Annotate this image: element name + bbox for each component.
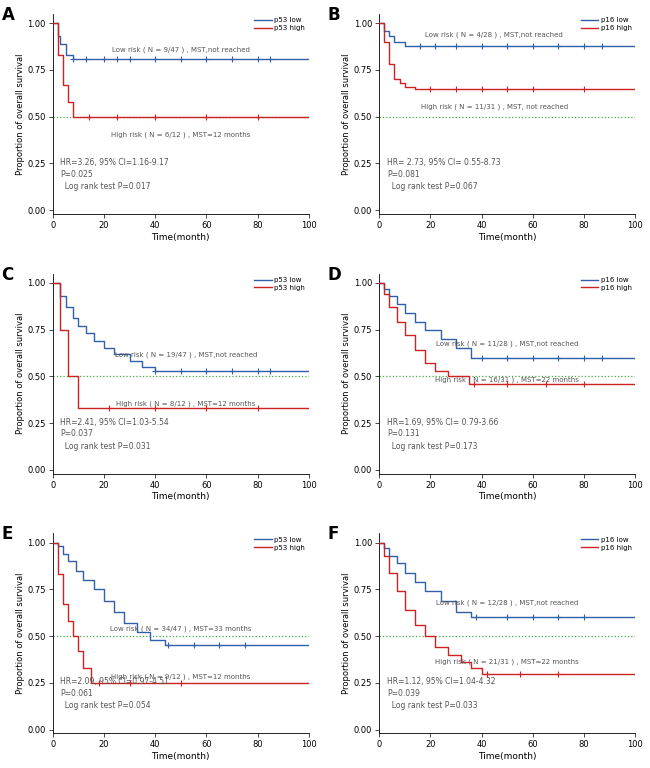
Text: High risk ( N = 16/31 ) , MST=22 months: High risk ( N = 16/31 ) , MST=22 months xyxy=(436,376,579,383)
Text: HR=2.09, 95% CI=0.97-4.51
P=0.061: HR=2.09, 95% CI=0.97-4.51 P=0.061 xyxy=(60,677,169,698)
Text: Low risk ( N = 34/47 ) , MST=33 months: Low risk ( N = 34/47 ) , MST=33 months xyxy=(110,626,252,632)
Text: D: D xyxy=(328,266,342,283)
Y-axis label: Proportion of overall survival: Proportion of overall survival xyxy=(16,53,25,174)
X-axis label: Time(month): Time(month) xyxy=(151,233,210,242)
Text: HR= 2.73, 95% CI= 0.55-8.73
P=0.081: HR= 2.73, 95% CI= 0.55-8.73 P=0.081 xyxy=(387,158,500,179)
X-axis label: Time(month): Time(month) xyxy=(478,492,536,502)
Text: HR=3.26, 95% CI=1.16-9.17
P=0.025: HR=3.26, 95% CI=1.16-9.17 P=0.025 xyxy=(60,158,169,179)
Legend: p53 low, p53 high: p53 low, p53 high xyxy=(253,535,307,552)
Text: High risk ( N = 8/12 ) , MST=12 months: High risk ( N = 8/12 ) , MST=12 months xyxy=(116,401,255,407)
Text: Log rank test P=0.067: Log rank test P=0.067 xyxy=(387,182,478,191)
Y-axis label: Proportion of overall survival: Proportion of overall survival xyxy=(342,313,351,435)
Text: Log rank test P=0.033: Log rank test P=0.033 xyxy=(387,701,478,710)
Y-axis label: Proportion of overall survival: Proportion of overall survival xyxy=(342,573,351,694)
X-axis label: Time(month): Time(month) xyxy=(478,233,536,242)
Y-axis label: Proportion of overall survival: Proportion of overall survival xyxy=(16,313,25,435)
Text: HR=2.41, 95% CI=1.03-5.54
P=0.037: HR=2.41, 95% CI=1.03-5.54 P=0.037 xyxy=(60,418,169,439)
Legend: p16 low, p16 high: p16 low, p16 high xyxy=(579,276,633,292)
Text: Low risk ( N = 19/47 ) , MST,not reached: Low risk ( N = 19/47 ) , MST,not reached xyxy=(114,351,257,358)
Legend: p53 low, p53 high: p53 low, p53 high xyxy=(253,16,307,32)
Text: E: E xyxy=(1,525,13,543)
Text: Low risk ( N = 12/28 ) , MST,not reached: Low risk ( N = 12/28 ) , MST,not reached xyxy=(436,600,578,606)
Text: HR=1.69, 95% CI= 0.79-3.66
P=0.131: HR=1.69, 95% CI= 0.79-3.66 P=0.131 xyxy=(387,418,498,439)
Legend: p53 low, p53 high: p53 low, p53 high xyxy=(253,276,307,292)
Text: B: B xyxy=(328,6,341,24)
Text: Log rank test P=0.017: Log rank test P=0.017 xyxy=(60,182,151,191)
Text: Log rank test P=0.054: Log rank test P=0.054 xyxy=(60,701,151,710)
Text: F: F xyxy=(328,525,339,543)
Text: Log rank test P=0.173: Log rank test P=0.173 xyxy=(387,442,477,451)
X-axis label: Time(month): Time(month) xyxy=(478,752,536,761)
X-axis label: Time(month): Time(month) xyxy=(151,492,210,502)
Text: HR=1.12, 95% CI=1.04-4.32
P=0.039: HR=1.12, 95% CI=1.04-4.32 P=0.039 xyxy=(387,677,495,698)
Text: Low risk ( N = 11/28 ) , MST,not reached: Low risk ( N = 11/28 ) , MST,not reached xyxy=(436,340,578,346)
Legend: p16 low, p16 high: p16 low, p16 high xyxy=(579,535,633,552)
Text: Log rank test P=0.031: Log rank test P=0.031 xyxy=(60,442,151,451)
Legend: p16 low, p16 high: p16 low, p16 high xyxy=(579,16,633,32)
Text: A: A xyxy=(1,6,14,24)
Y-axis label: Proportion of overall survival: Proportion of overall survival xyxy=(342,53,351,174)
X-axis label: Time(month): Time(month) xyxy=(151,752,210,761)
Text: High risk ( N = 21/31 ) , MST=22 months: High risk ( N = 21/31 ) , MST=22 months xyxy=(436,658,579,665)
Text: High risk ( N = 6/12 ) , MST=12 months: High risk ( N = 6/12 ) , MST=12 months xyxy=(111,131,250,138)
Text: Low risk ( N = 4/28 ) , MST,not reached: Low risk ( N = 4/28 ) , MST,not reached xyxy=(426,31,564,38)
Y-axis label: Proportion of overall survival: Proportion of overall survival xyxy=(16,573,25,694)
Text: C: C xyxy=(1,266,14,283)
Text: High risk ( N = 11/31 ) , MST, not reached: High risk ( N = 11/31 ) , MST, not reach… xyxy=(421,104,568,110)
Text: High risk ( N = 9/12 ) , MST=12 months: High risk ( N = 9/12 ) , MST=12 months xyxy=(111,674,250,680)
Text: Low risk ( N = 9/47 ) , MST,not reached: Low risk ( N = 9/47 ) , MST,not reached xyxy=(112,47,250,53)
